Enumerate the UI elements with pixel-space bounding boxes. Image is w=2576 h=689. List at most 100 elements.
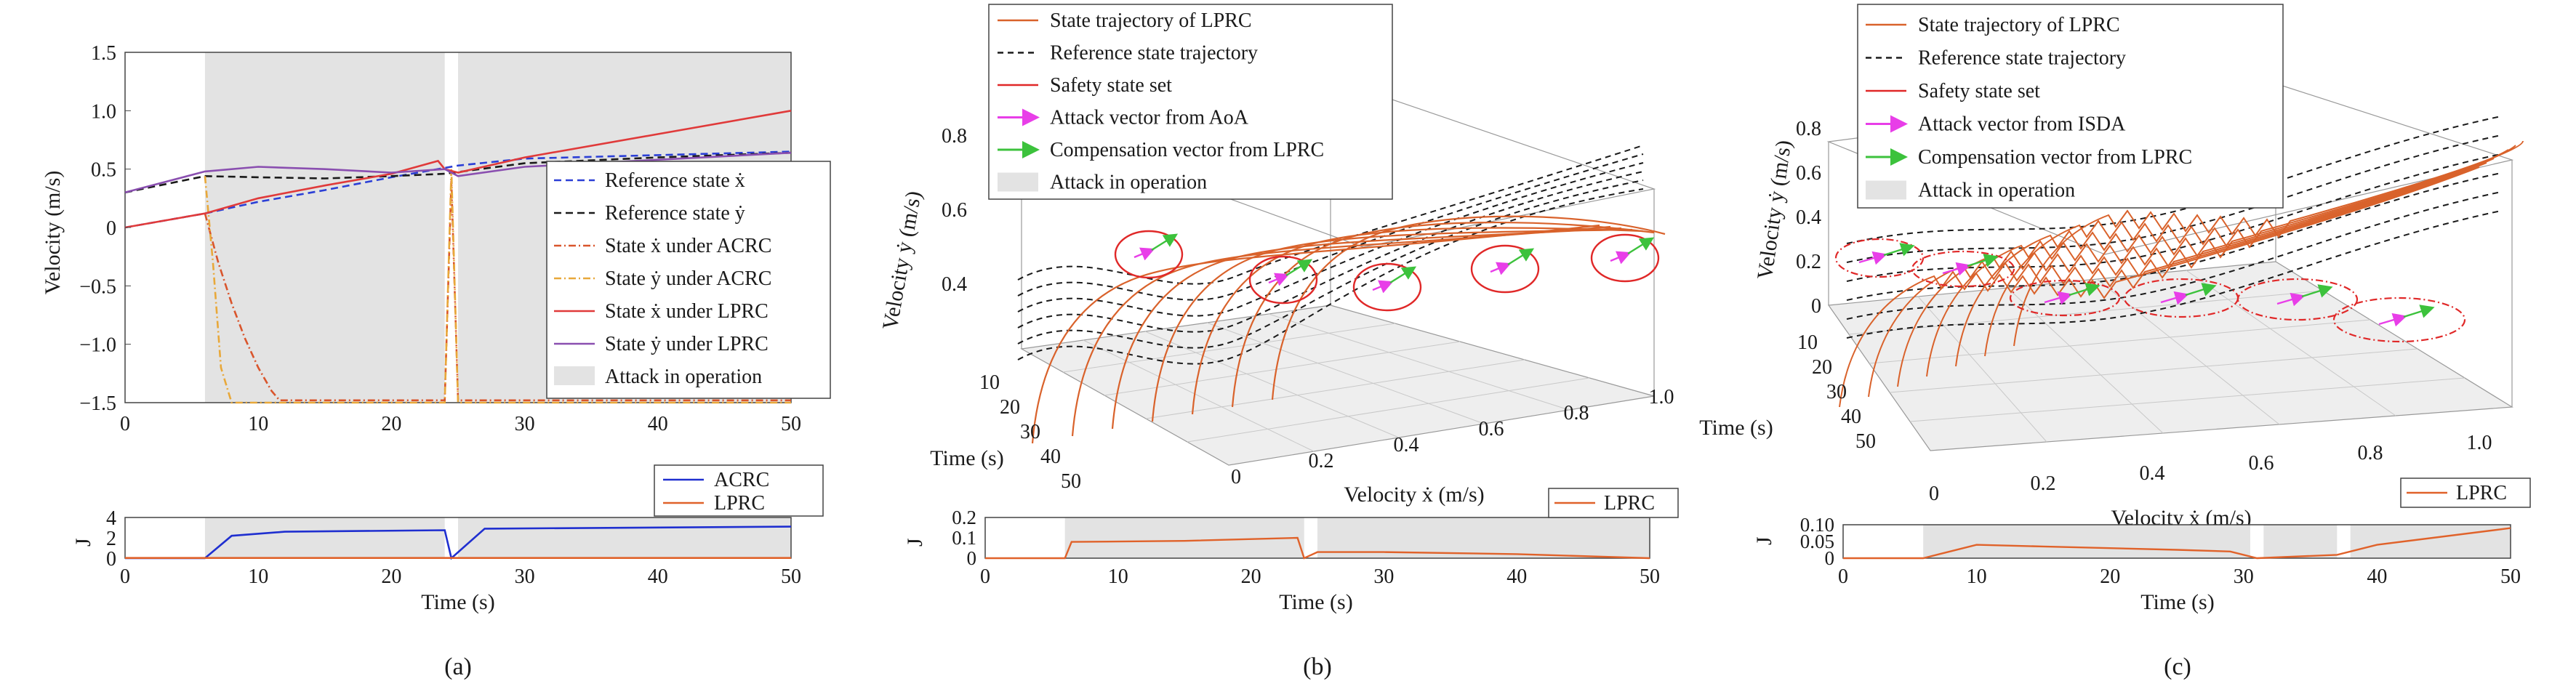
state-trajectory xyxy=(1231,221,1655,408)
legend-label: Compensation vector from LPRC xyxy=(1050,139,1324,161)
legend-label: LPRC xyxy=(2456,482,2507,504)
reference-trajectory xyxy=(1846,191,2502,320)
reference-trajectory xyxy=(1017,153,1644,301)
legend-label: Attack vector from AoA xyxy=(1050,107,1249,129)
state-trajectory xyxy=(1926,153,2502,377)
trajectories xyxy=(1017,145,1666,444)
grid-line xyxy=(1889,348,2418,393)
legend-label: State trajectory of LPRC xyxy=(1050,9,1252,32)
sub-x-tick-label: 50 xyxy=(2500,565,2521,588)
sub-x-tick-labels: 0 10 20 30 40 50 xyxy=(120,565,801,588)
sub-x-tick-label: 30 xyxy=(1373,565,1394,588)
sub-attack-shading xyxy=(1923,525,2511,558)
sub-y-tick-label: 4 xyxy=(106,507,116,530)
attack-band xyxy=(458,517,791,558)
panel-label-b: (b) xyxy=(1303,653,1332,680)
sub-x-axis-label: Time (s) xyxy=(421,590,494,614)
sub-series-line-1 xyxy=(125,525,792,560)
y-tick-label: 1.0 xyxy=(91,100,116,123)
compensation-vector xyxy=(2403,305,2435,318)
legend-label: State trajectory of LPRC xyxy=(1918,14,2120,36)
x-tick-label: 0 xyxy=(1929,483,1939,505)
grid-line xyxy=(1869,319,2371,364)
compensation-vector xyxy=(1967,254,1999,267)
sub-y-tick-label: 2 xyxy=(106,528,116,550)
t-tick-label: 20 xyxy=(1000,396,1020,419)
compensation-vector xyxy=(1389,266,1417,284)
compensation-vector xyxy=(2301,284,2333,298)
legend-label: Safety state set xyxy=(1918,80,2040,102)
legend-label: ACRC xyxy=(714,469,769,491)
z-tick-label: 0.2 xyxy=(1796,251,1821,273)
safety-set-ellipse xyxy=(1911,250,2015,288)
legend-label: State ẋ under ACRC xyxy=(605,235,771,257)
x-tick-label: 0.6 xyxy=(2249,452,2274,475)
safety-set-ellipse xyxy=(1590,233,1660,283)
sub-x-tick-label: 40 xyxy=(648,565,668,588)
sub-x-tick-label: 10 xyxy=(1108,565,1128,588)
sub-series-lines xyxy=(985,536,1650,560)
x-tick-label: 30 xyxy=(515,413,535,435)
y-tick-label: 0 xyxy=(106,217,116,240)
state-trajectory xyxy=(1897,158,2495,387)
legend-label: Safety state set xyxy=(1050,74,1172,97)
legend-label: State ẏ under ACRC xyxy=(605,267,771,290)
x-tick-label: 0 xyxy=(1231,466,1241,488)
attack-vector xyxy=(1268,273,1290,286)
state-trajectory xyxy=(1031,224,1600,444)
sub-x-tick-label: 30 xyxy=(2234,565,2254,588)
sub-x-tick-label: 40 xyxy=(2367,565,2387,588)
y-tick-labels: 1.5 1.0 0.5 0 −0.5 −1.0 −1.5 xyxy=(79,42,131,415)
grid xyxy=(1848,270,2465,443)
sub-x-tick-labels: 0 10 20 30 40 50 xyxy=(980,565,1660,588)
compensation-vector xyxy=(1507,248,1535,266)
sub-y-tick-label: 0 xyxy=(1825,547,1835,569)
sub-y-tick-label: 0.1 xyxy=(952,527,976,549)
state-trajectory xyxy=(2013,140,2524,347)
safety-set-ellipse xyxy=(1834,238,1925,278)
x-tick-labels: 0 10 20 30 40 50 xyxy=(120,413,801,435)
sub-x-tick-label: 30 xyxy=(515,565,535,588)
reference-trajectory xyxy=(1017,145,1644,285)
legend-label: Reference state ẋ xyxy=(605,169,745,192)
t-tick-label: 30 xyxy=(1020,421,1040,443)
sub-x-tick-label: 50 xyxy=(1640,565,1660,588)
reference-trajectory xyxy=(1846,210,2502,339)
safety-set-ellipse xyxy=(2236,278,2359,321)
x-tick-label: 0.8 xyxy=(2358,442,2383,464)
sub-x-tick-label: 10 xyxy=(1967,565,1987,588)
sub-x-axis-label: Time (s) xyxy=(1279,590,1352,614)
x-tick-label: 10 xyxy=(248,413,268,435)
legend: State trajectory of LPRC Reference state … xyxy=(988,4,1393,200)
attack-vector xyxy=(2160,291,2189,305)
compensation-vector xyxy=(1883,243,1915,257)
t-tick-label: 20 xyxy=(1812,356,1832,379)
reference-trajectory xyxy=(1846,153,2502,282)
sub-x-tick-label: 10 xyxy=(248,565,268,588)
attack-vector xyxy=(2276,292,2306,307)
compensation-vector xyxy=(1151,233,1179,251)
series-line-1 xyxy=(124,150,792,229)
legend-label: Compensation vector from LPRC xyxy=(1918,146,2192,169)
attack-vector xyxy=(1858,251,1887,265)
sub-x-tick-label: 50 xyxy=(781,565,801,588)
state-trajectory xyxy=(1071,225,1611,437)
legend-swatch xyxy=(1866,180,1906,200)
state-trajectory xyxy=(1868,162,2487,398)
compensation-vector xyxy=(2185,283,2217,297)
reference-trajectory xyxy=(1017,171,1644,333)
z-axis-label: Velocity ẏ (m/s) xyxy=(878,189,926,331)
sub-legend: LPRC xyxy=(2400,478,2531,508)
reference-trajectory xyxy=(1017,162,1644,317)
z-tick-label: 0.6 xyxy=(942,199,967,222)
sub-series-lines xyxy=(1843,527,2511,560)
grid-line xyxy=(1917,296,2047,443)
attack-band xyxy=(1923,525,2250,558)
state-trajectory xyxy=(1271,215,1666,400)
sub-y-tick-label: 0.05 xyxy=(1800,531,1834,552)
t-axis-label: Time (s) xyxy=(1699,416,1773,440)
x-tick-label: 0.6 xyxy=(1479,418,1504,440)
attack-band xyxy=(2350,525,2511,558)
